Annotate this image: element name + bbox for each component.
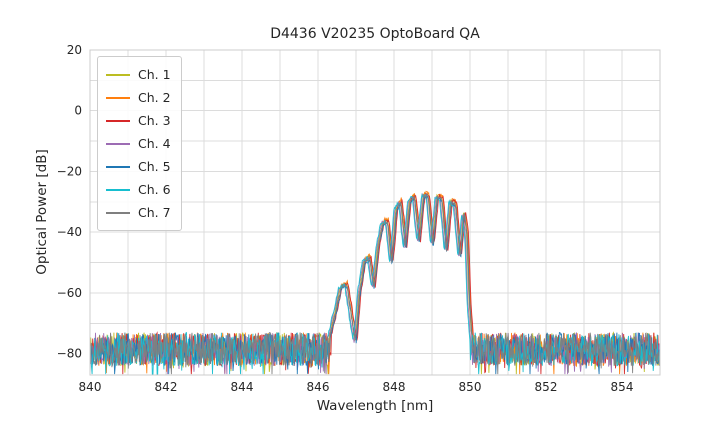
legend-swatch-ch-1 [106, 73, 130, 76]
x-tick-label: 840 [79, 380, 102, 394]
series-group [89, 190, 661, 375]
legend-swatch-ch-2 [106, 96, 130, 99]
legend-swatch-ch-6 [106, 188, 130, 191]
legend-item-ch-3: Ch. 3 [106, 109, 171, 132]
legend-item-ch-6: Ch. 6 [106, 178, 171, 201]
legend-label-ch-2: Ch. 2 [138, 90, 171, 105]
legend-swatch-ch-3 [106, 119, 130, 122]
legend-label-ch-6: Ch. 6 [138, 182, 171, 197]
tick-labels: 840 842 844 846 848 850 852 854 20 0 −20 −40 −60 −80 [57, 43, 634, 394]
x-tick-label: 842 [155, 380, 178, 394]
y-tick-label: −40 [57, 225, 82, 239]
x-tick-label: 852 [535, 380, 558, 394]
legend-item-ch-4: Ch. 4 [106, 132, 171, 155]
x-tick-label: 848 [383, 380, 406, 394]
y-tick-label: −20 [57, 164, 82, 178]
y-tick-label: 20 [67, 43, 82, 57]
x-tick-label: 846 [307, 380, 330, 394]
series-line-ch-7 [89, 193, 661, 375]
legend-item-ch-7: Ch. 7 [106, 201, 171, 224]
legend-item-ch-1: Ch. 1 [106, 63, 171, 86]
legend-swatch-ch-5 [106, 165, 130, 168]
y-tick-label: −60 [57, 286, 82, 300]
legend-label-ch-3: Ch. 3 [138, 113, 171, 128]
legend-label-ch-5: Ch. 5 [138, 159, 171, 174]
legend: Ch. 1 Ch. 2 Ch. 3 Ch. 4 Ch. 5 Ch. 6 Ch. 7 [97, 56, 182, 231]
legend-label-ch-7: Ch. 7 [138, 205, 171, 220]
x-tick-label: 854 [611, 380, 634, 394]
legend-swatch-ch-4 [106, 142, 130, 145]
plot-border [89, 49, 661, 376]
legend-item-ch-2: Ch. 2 [106, 86, 171, 109]
legend-item-ch-5: Ch. 5 [106, 155, 171, 178]
y-tick-label: −80 [57, 347, 82, 361]
legend-swatch-ch-7 [106, 211, 130, 214]
x-axis-label: Wavelength [nm] [316, 398, 434, 414]
y-tick-label: 0 [74, 104, 82, 118]
legend-label-ch-4: Ch. 4 [138, 136, 171, 151]
legend-label-ch-1: Ch. 1 [138, 67, 171, 82]
chart-title: D4436 V20235 OptoBoard QA [270, 26, 480, 42]
x-tick-label: 844 [231, 380, 254, 394]
x-tick-label: 850 [459, 380, 482, 394]
